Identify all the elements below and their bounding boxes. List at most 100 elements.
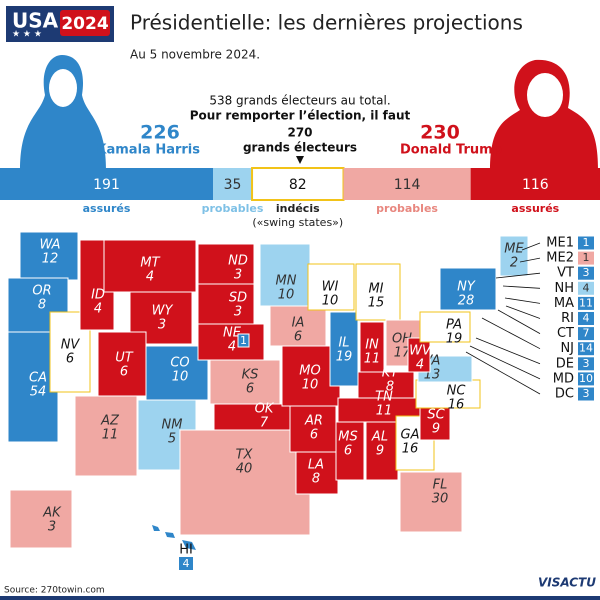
bar-sublabel: («swing states») (252, 216, 343, 229)
state-votes: 3 (158, 318, 166, 333)
callout-abbr: NH (555, 281, 575, 296)
state-shape (329, 311, 359, 387)
callout-votes: 1 (583, 251, 590, 264)
brand: VISACTU (538, 576, 596, 590)
state-shape (209, 359, 281, 405)
state-shape (269, 305, 327, 347)
state-shape (259, 243, 311, 307)
state-votes: 6 (294, 330, 302, 345)
state-abbr: NM (162, 418, 183, 433)
trump-photo (490, 59, 598, 171)
state-shape (152, 525, 196, 550)
logo-year-box (60, 10, 110, 36)
state-votes: 54 (30, 385, 47, 400)
state-shape (357, 371, 415, 399)
state-shape (179, 429, 311, 536)
state-shape (419, 311, 471, 343)
state-abbr: FL (433, 478, 448, 493)
state-votes: 9 (376, 444, 384, 459)
state-votes: 10 (302, 378, 319, 393)
state-votes: 10 (278, 288, 295, 303)
ne1-box (237, 333, 250, 348)
state-votes: 4 (183, 557, 190, 570)
bar-label: indécis (276, 202, 320, 215)
state-shape (407, 337, 431, 373)
state-abbr: HI (179, 543, 193, 558)
logo-country: USA (12, 9, 59, 33)
state-votes: 7 (260, 416, 269, 431)
state-votes: 19 (446, 332, 463, 347)
state-votes: 4 (416, 358, 424, 373)
leader-line (465, 351, 541, 395)
bar-segment (213, 168, 253, 200)
state-abbr: AR (304, 414, 323, 429)
to-win-text: Pour remporter l’élection, il faut (190, 109, 411, 123)
state-votes: 8 (312, 472, 320, 487)
callout-box (578, 372, 594, 386)
state-abbr: WA (39, 238, 60, 253)
state-shape (419, 405, 451, 441)
state-abbr: SD (229, 291, 247, 306)
leader-line (497, 309, 541, 334)
state-shape (365, 421, 399, 481)
state-votes: 8 (38, 298, 46, 313)
state-votes: 5 (168, 432, 176, 447)
ne1-votes: 1 (240, 334, 247, 347)
state-votes: 3 (48, 520, 56, 535)
state-votes: 2 (510, 256, 518, 271)
state-abbr: MI (368, 282, 383, 297)
state-votes: 30 (432, 492, 449, 507)
leader-line (505, 305, 541, 319)
state-votes: 3 (234, 268, 242, 283)
state-abbr: TN (375, 390, 393, 405)
state-abbr: UT (115, 351, 134, 366)
state-abbr: CO (170, 356, 189, 371)
state-votes: 4 (228, 340, 236, 355)
leader-line (502, 285, 541, 289)
state-shape (103, 239, 197, 293)
leader-line (519, 257, 541, 263)
bar-segment (251, 167, 345, 201)
bar-label: probables (202, 202, 264, 215)
callout-votes: 7 (583, 327, 590, 340)
state-votes: 28 (458, 294, 475, 309)
state-votes: 3 (234, 305, 242, 320)
title: Présidentielle: les dernières projection… (130, 11, 523, 35)
state-abbr: KS (242, 368, 259, 383)
state-votes: 15 (368, 296, 385, 311)
state-abbr: LA (308, 458, 324, 473)
leader-line (469, 345, 541, 380)
state-abbr: PA (446, 318, 462, 333)
leader-line (481, 317, 541, 350)
bottom-rule (0, 596, 600, 600)
bar-value: 114 (394, 177, 421, 193)
state-votes: 16 (448, 398, 465, 413)
state-abbr: AL (371, 430, 388, 445)
state-shape (499, 235, 529, 277)
bar-segment (343, 168, 471, 200)
total-text: 538 grands électeurs au total. (209, 94, 390, 108)
callout-box (578, 281, 594, 295)
state-abbr: MS (338, 430, 357, 445)
state-abbr: GA (401, 428, 420, 443)
callout-abbr: ME1 (546, 236, 574, 251)
logo-stars: ★ ★ ★ (12, 30, 42, 40)
leader-line (521, 242, 541, 251)
callout-abbr: DE (556, 356, 574, 371)
state-abbr: ME (504, 242, 524, 257)
state-shape (197, 243, 255, 285)
state-abbr: ND (228, 254, 248, 269)
state-votes-box (179, 557, 193, 570)
candidate-name: Donald Trump (400, 143, 502, 158)
callout-votes: 10 (579, 372, 593, 385)
bar-value: 191 (93, 177, 120, 193)
state-abbr: OH (392, 332, 412, 347)
state-abbr: WY (152, 304, 174, 319)
callout-box (578, 327, 594, 341)
leader-line (504, 297, 541, 304)
state-votes: 8 (386, 380, 394, 395)
callout-votes: 14 (579, 342, 593, 355)
state-votes: 10 (172, 370, 189, 385)
callout-abbr: VT (557, 266, 574, 281)
